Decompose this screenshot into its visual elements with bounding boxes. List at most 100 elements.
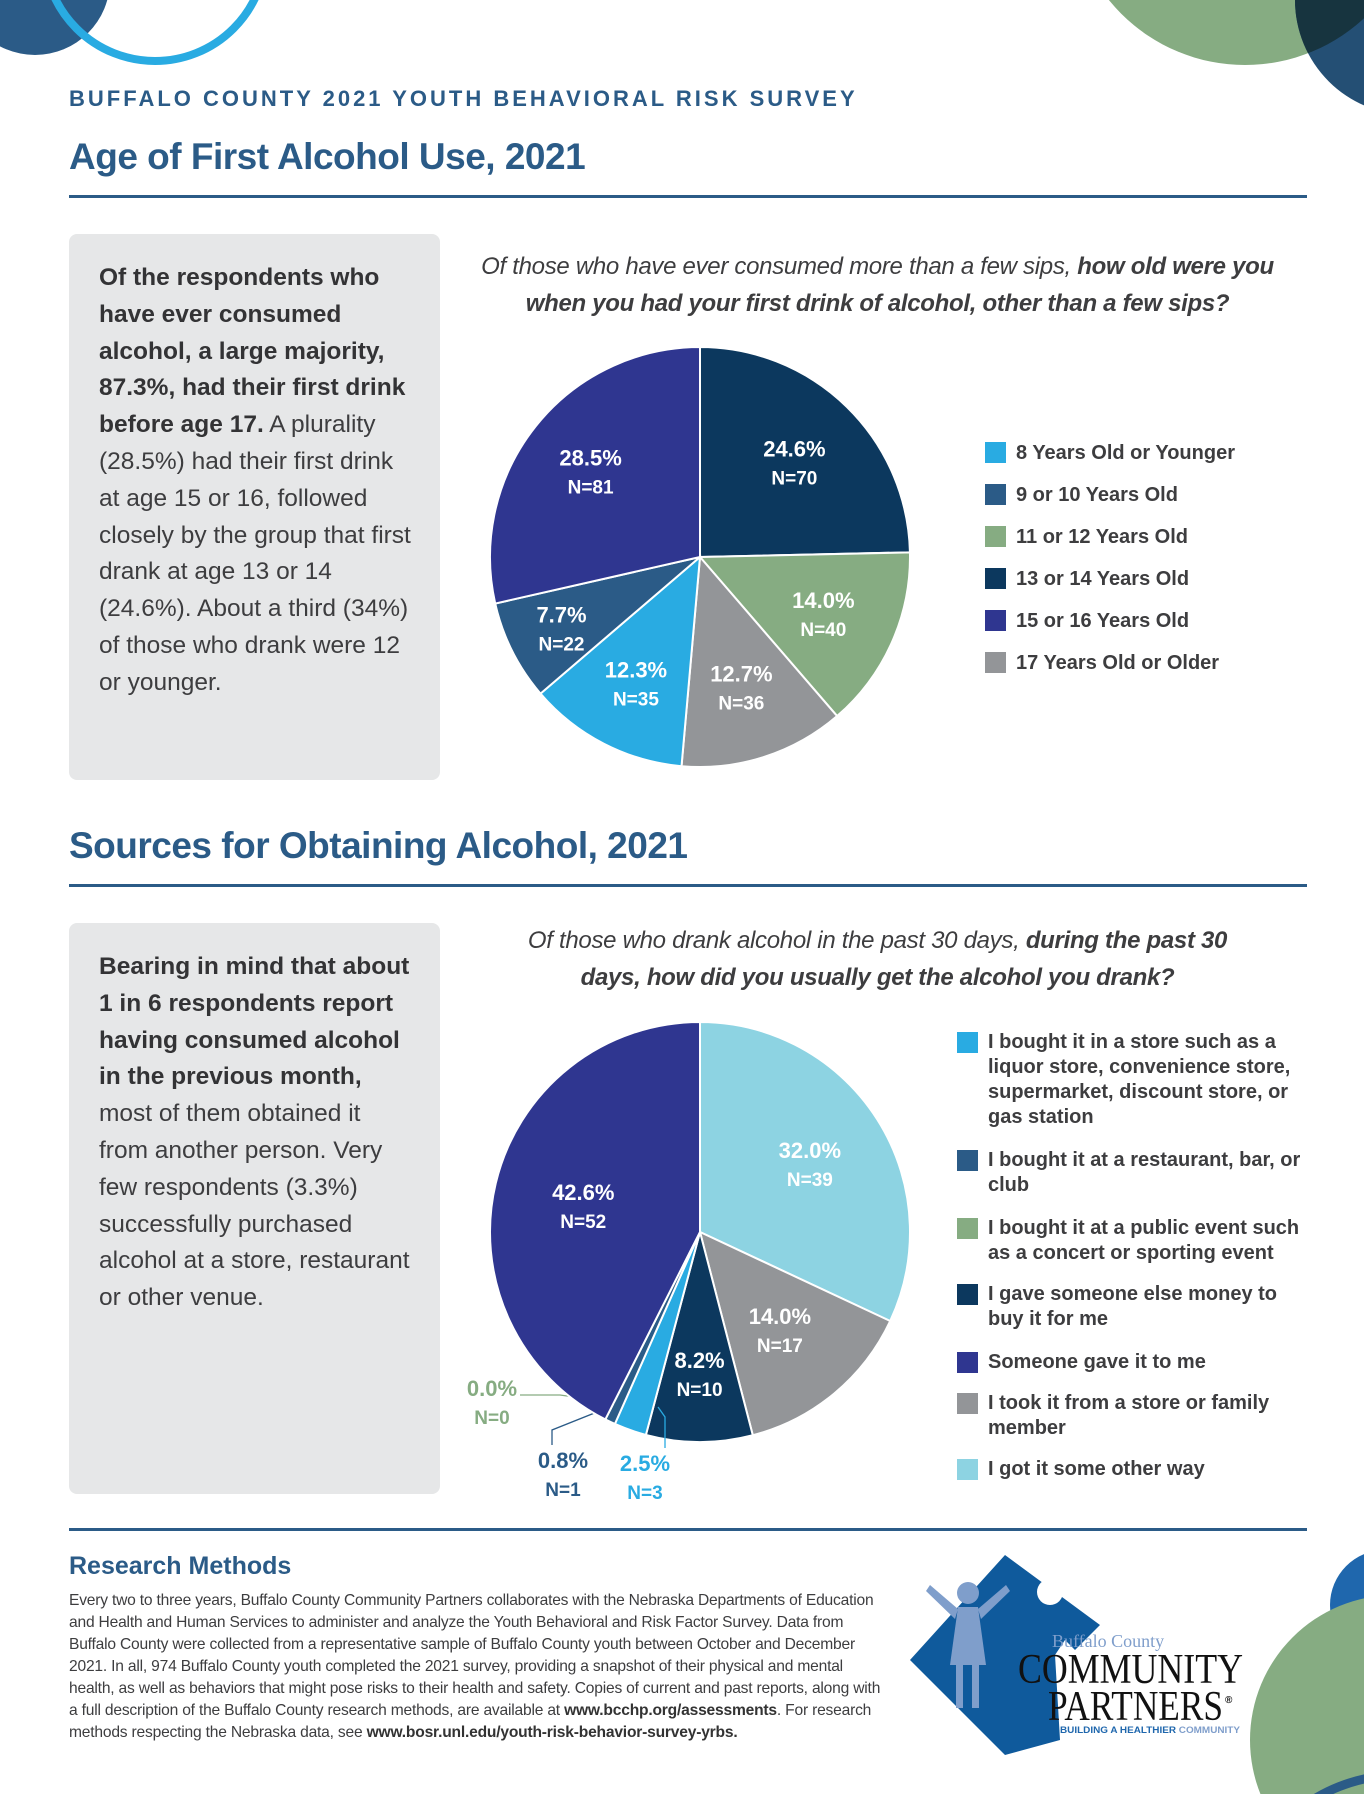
decorative-circles-top-left: [0, 0, 259, 65]
legend-age: 8 Years Old or Younger 9 or 10 Years Old 1…: [985, 442, 1235, 694]
research-methods-text: Every two to three years, Buffalo County…: [69, 1590, 889, 1744]
legend-item-i-bought-it-at-a-public-event-such-as-a-: I bought it at a public event such as a …: [957, 1216, 1307, 1266]
pie-slice-11-or-12-years-old: [697, 551, 911, 718]
legend-label: 15 or 16 Years Old: [1016, 610, 1190, 632]
legend-label: I bought it in a store such as a liquor …: [988, 1031, 1291, 1128]
pie-chart-age-of-first-use: 24.6% N=70 14.0% N=40 12.7% N=36 12.3% N=35 7.7%…: [489, 345, 911, 768]
legend-swatch: [985, 484, 1006, 505]
chart-question-sources: Of those who drank alcohol in the past 3…: [505, 922, 1250, 996]
yrbs-link[interactable]: www.bosr.unl.edu/youth-risk-behavior-sur…: [366, 1724, 738, 1741]
summary-text: most of them obtained it from another pe…: [99, 1100, 410, 1312]
summary-box-sources: Bearing in mind that about 1 in 6 respon…: [69, 923, 440, 1494]
data-label-percent: 8.2%: [674, 1348, 724, 1373]
data-label-count: N=10: [677, 1380, 723, 1401]
summary-text: A plurality (28.5%) had their first drin…: [99, 411, 411, 696]
legend-label: 11 or 12 Years Old: [1016, 526, 1188, 548]
section-divider: [69, 195, 1307, 198]
data-label-percent: 14.0%: [792, 588, 854, 613]
pie-slice-i-gave-someone-else-money-to-buy-it-for-: [644, 1228, 755, 1443]
logo-second-figure-head-icon: [1037, 1579, 1063, 1605]
pie-slice-9-or-10-years-old: [494, 556, 701, 696]
legend-item-9-or-10-years-old: 9 or 10 Years Old: [985, 484, 1235, 526]
assessments-link[interactable]: www.bcchp.org/assessments: [564, 1702, 777, 1719]
legend-item-i-got-it-some-other-way: I got it some other way: [957, 1457, 1307, 1482]
data-label-count: N=52: [560, 1212, 606, 1233]
legend-swatch: [957, 1459, 978, 1480]
logo-line2: COMMUNITY: [1018, 1647, 1243, 1693]
section-divider: [69, 884, 1307, 887]
data-label-count: N=22: [539, 635, 585, 656]
legend-label: 9 or 10 Years Old: [1016, 484, 1178, 506]
logo-registered-mark: ®: [1225, 1695, 1233, 1706]
legend-item-11-or-12-years-old: 11 or 12 Years Old: [985, 526, 1235, 568]
legend-label: Someone gave it to me: [988, 1351, 1206, 1373]
legend-label: I took it from a store or family member: [988, 1392, 1270, 1439]
data-label-count: N=35: [613, 689, 659, 710]
question-intro: Of those who drank alcohol in the past 3…: [527, 927, 1026, 954]
legend-swatch: [957, 1284, 978, 1305]
data-label-count: N=40: [800, 620, 846, 641]
data-label-count: N=39: [787, 1170, 833, 1191]
data-label-percent: 0.0%: [467, 1376, 517, 1401]
legend-swatch: [957, 1393, 978, 1414]
legend-item-i-bought-it-in-a-store-such-as-a-liquor-: I bought it in a store such as a liquor …: [957, 1030, 1307, 1130]
legend-swatch: [957, 1218, 978, 1239]
question-emphasis: how old were you when you had your first…: [525, 253, 1274, 317]
section-title-sources: Sources for Obtaining Alcohol, 2021: [69, 825, 688, 866]
pie-slice-17-years-old-or-older: [680, 554, 839, 768]
data-label-count: N=81: [568, 478, 614, 499]
legend-label: 13 or 14 Years Old: [1016, 568, 1190, 590]
data-label-count: N=3: [627, 1483, 662, 1504]
summary-highlight: Bearing in mind that about 1 in 6 respon…: [99, 953, 410, 1091]
legend-swatch: [957, 1150, 978, 1171]
data-label-count: N=70: [771, 468, 817, 489]
logo-child-figure-icon: [926, 1582, 1010, 1708]
pie-slice-15-or-16-years-old: [489, 345, 701, 605]
data-label-percent: 0.8%: [538, 1448, 588, 1473]
legend-label: 8 Years Old or Younger: [1016, 442, 1235, 464]
data-label-count: N=1: [545, 1480, 581, 1501]
pie-slice-i-got-it-some-other-way: [699, 1020, 911, 1323]
question-emphasis: during the past 30 days, how did you usu…: [580, 927, 1228, 991]
legend-label: I bought it at a restaurant, bar, or clu…: [988, 1149, 1301, 1196]
legend-swatch: [985, 526, 1006, 547]
data-label-percent: 2.5%: [620, 1451, 670, 1476]
data-label-percent: 42.6%: [552, 1180, 614, 1205]
legend-label: I got it some other way: [988, 1458, 1205, 1480]
legend-swatch: [985, 442, 1006, 463]
question-intro: Of those who have ever consumed more tha…: [481, 253, 1078, 280]
logo-line1: Buffalo County: [1052, 1631, 1164, 1651]
report-kicker: BUFFALO COUNTY 2021 YOUTH BEHAVIORAL RIS…: [69, 86, 858, 111]
data-label-count: N=17: [757, 1336, 803, 1357]
legend-label: I bought it at a public event such as a …: [988, 1217, 1300, 1264]
summary-box-age: Of the respondents who have ever consume…: [69, 234, 440, 780]
logo-line3: PARTNERS: [1048, 1684, 1223, 1730]
section-title-age-of-first-use: Age of First Alcohol Use, 2021: [69, 136, 586, 177]
legend-swatch: [985, 652, 1006, 673]
leader-line-i-bought-it-in-a-store-such-as-a-liquor-: [657, 1406, 666, 1448]
research-methods-title: Research Methods: [69, 1552, 292, 1580]
logo-tagline: BUILDING A HEALTHIER COMMUNITY: [1060, 1725, 1241, 1736]
summary-highlight: Of the respondents who have ever consume…: [99, 264, 406, 439]
legend-swatch: [957, 1032, 978, 1053]
legend-item-17-years-old-or-older: 17 Years Old or Older: [985, 652, 1235, 694]
data-label-percent: 24.6%: [763, 436, 825, 461]
legend-item-i-gave-someone-else-money-to-buy-it-for-: I gave someone else money to buy it for …: [957, 1282, 1307, 1332]
legend-swatch: [985, 568, 1006, 589]
research-methods-body: . For research methods respecting the Ne…: [69, 1702, 872, 1741]
legend-label: 17 Years Old or Older: [1016, 652, 1220, 674]
legend-item-i-bought-it-at-a-restaurant-bar-or-club: I bought it at a restaurant, bar, or clu…: [957, 1148, 1307, 1198]
section-divider: [69, 1528, 1307, 1531]
legend-item-i-took-it-from-a-store-or-family-member: I took it from a store or family member: [957, 1391, 1307, 1441]
data-label-count: N=36: [718, 693, 764, 714]
chart-question-age: Of those who have ever consumed more tha…: [455, 248, 1300, 322]
legend-swatch: [985, 610, 1006, 631]
community-partners-logo: Buffalo County COMMUNITY PARTNERS ® BUIL…: [910, 1555, 1243, 1755]
legend-swatch: [957, 1352, 978, 1373]
pie-slice-13-or-14-years-old: [699, 345, 911, 559]
legend-label: I gave someone else money to buy it for …: [988, 1283, 1277, 1330]
data-label-count: N=0: [474, 1408, 509, 1429]
pie-slice-someone-gave-it-to-me: [489, 1020, 701, 1421]
legend-sources: I bought it in a store such as a liquor …: [957, 1030, 1307, 1482]
legend-item-8-years-old-or-younger: 8 Years Old or Younger: [985, 442, 1235, 484]
